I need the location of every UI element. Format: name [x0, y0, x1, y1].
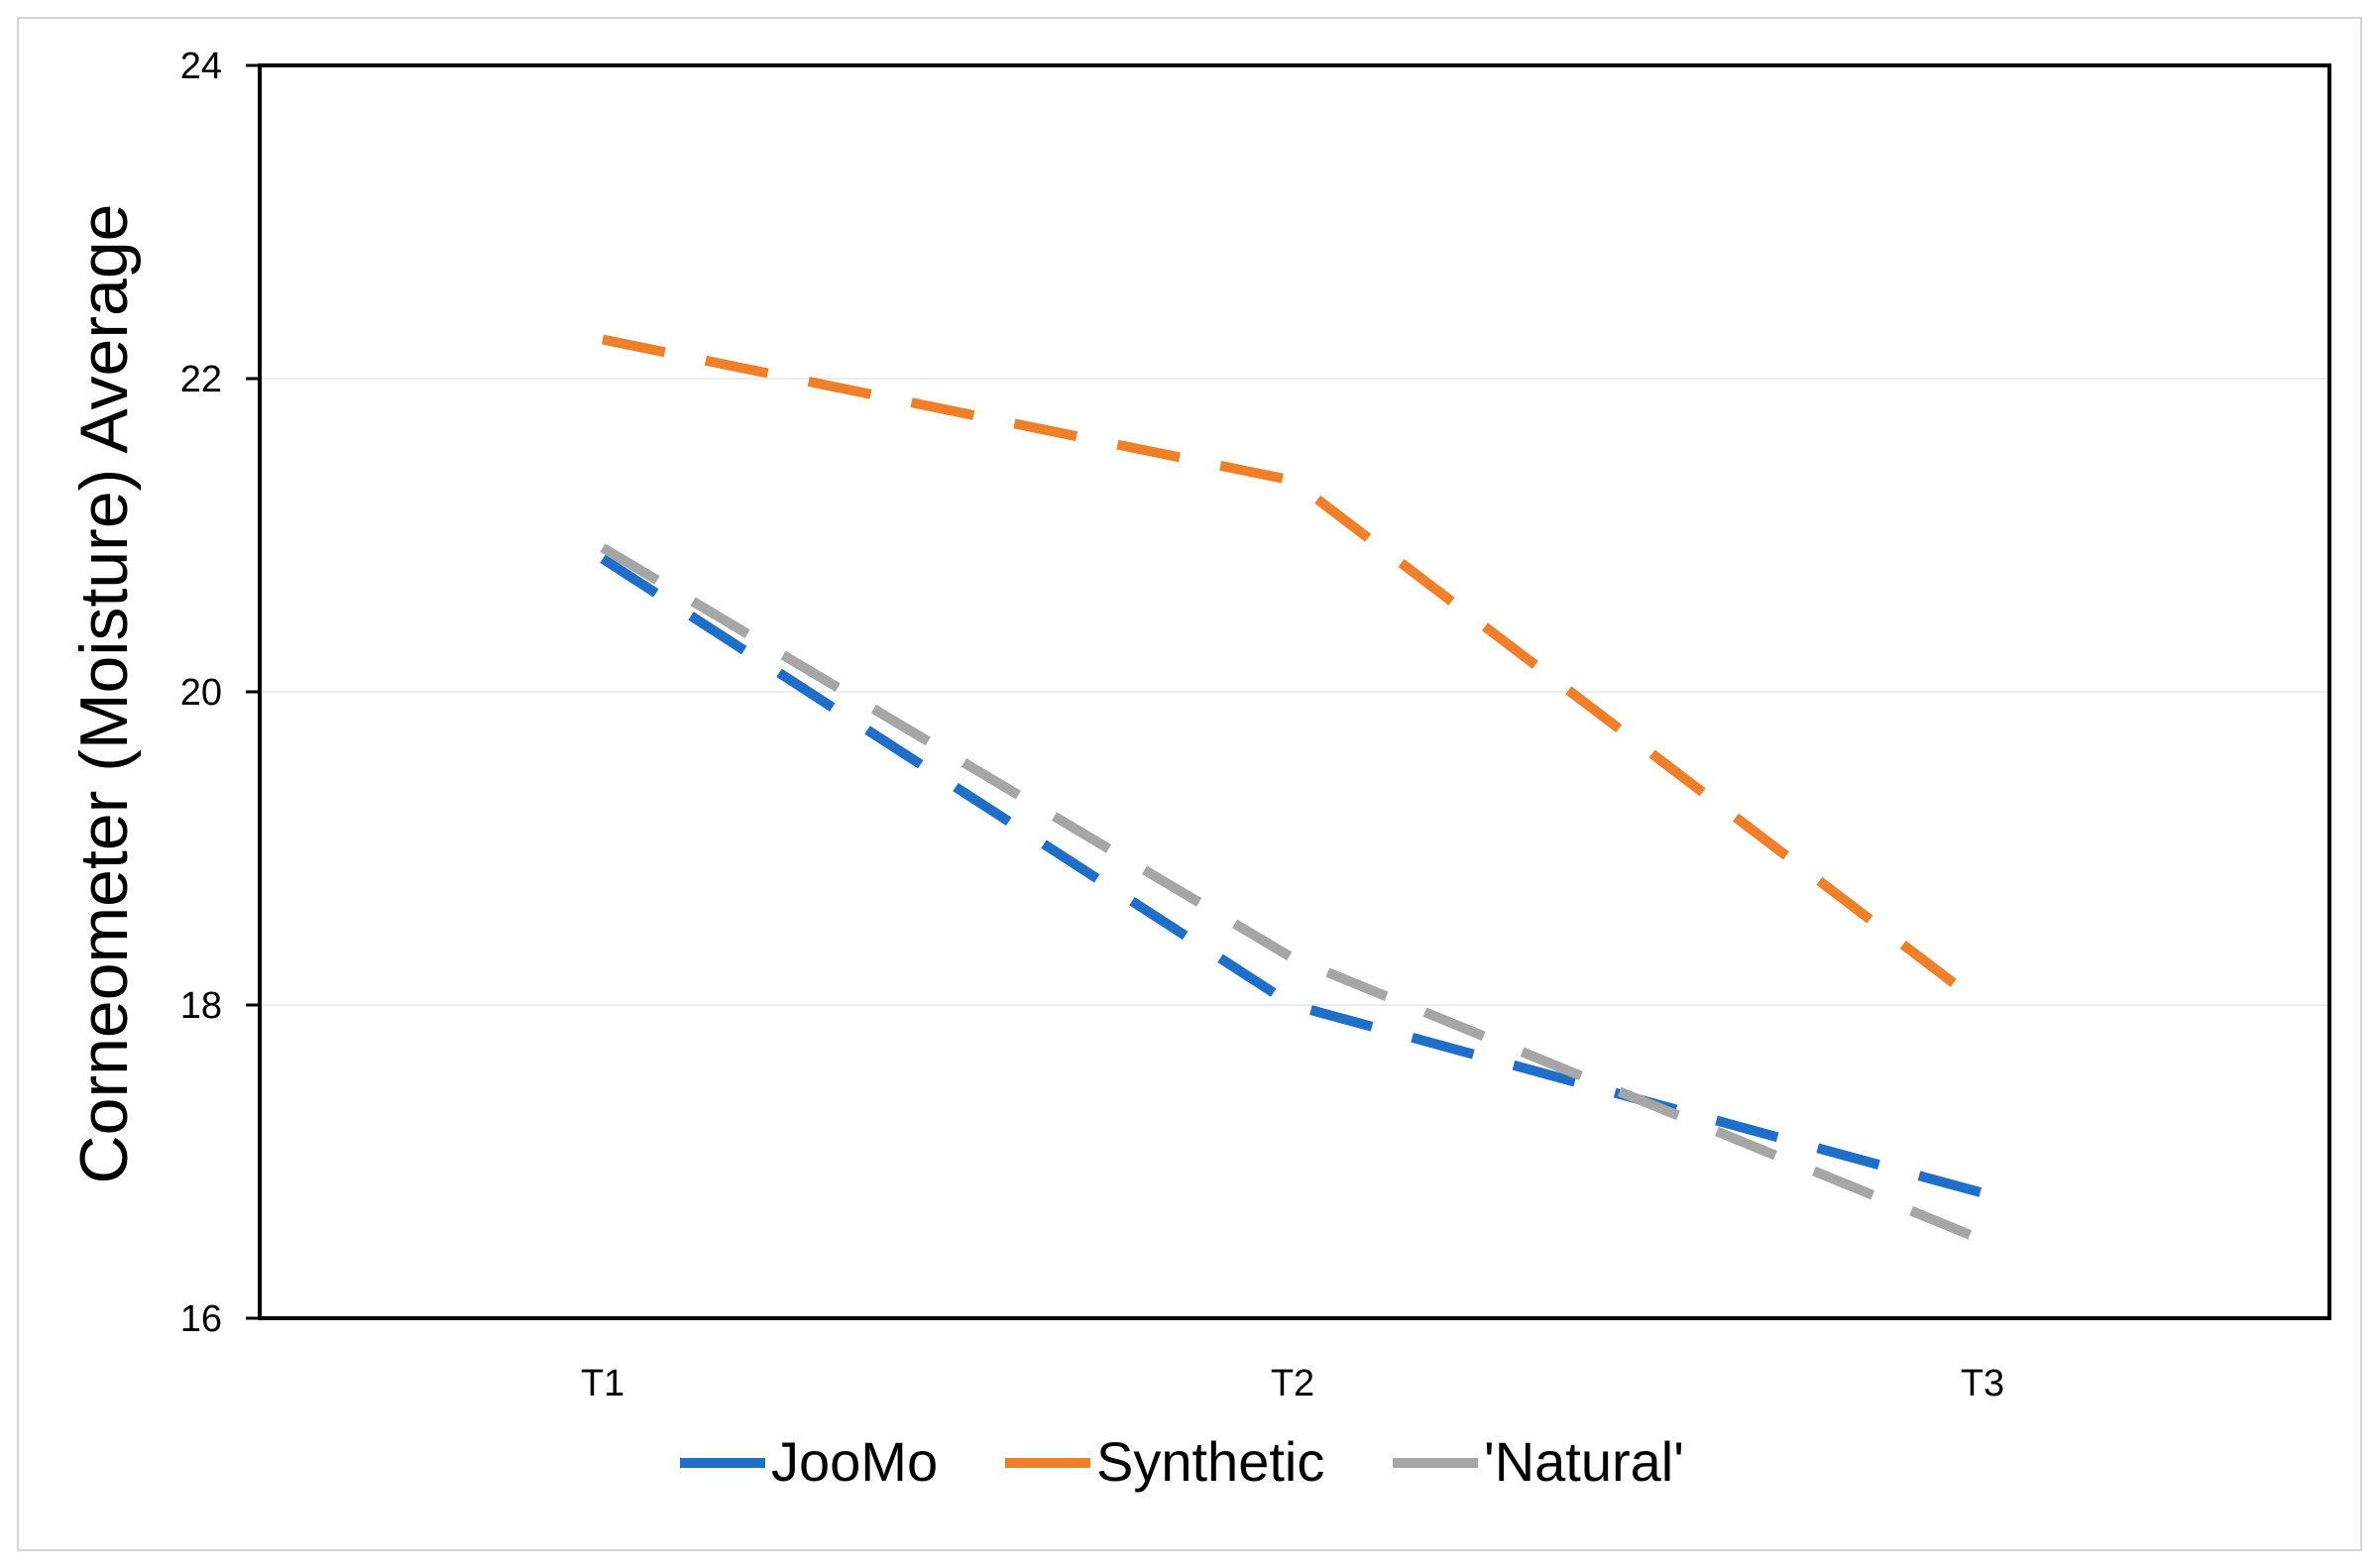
- legend-label-synthetic: Synthetic: [1096, 1430, 1324, 1493]
- series-line-natural: [600, 543, 1984, 1245]
- y-axis-label: Corneometer (Moisture) Average: [66, 204, 142, 1184]
- x-axis-ticks: T1 T2 T3: [581, 1363, 2004, 1404]
- legend: JooMo Synthetic 'Natural': [680, 1430, 1684, 1493]
- y-tick-label: 22: [180, 359, 222, 400]
- legend-label-natural: 'Natural': [1484, 1430, 1684, 1493]
- x-tick-label: T2: [1271, 1363, 1314, 1404]
- figure-border: [17, 17, 2362, 1551]
- y-tick-label: 18: [180, 985, 222, 1027]
- y-tick-label: 20: [180, 672, 222, 714]
- x-tick-label: T3: [1961, 1363, 2004, 1404]
- y-tick-label: 24: [180, 46, 222, 87]
- series-line-synthetic: [601, 334, 1986, 1009]
- gridlines: [260, 378, 2329, 1006]
- legend-label-joomo: JooMo: [771, 1430, 938, 1493]
- y-axis-ticks: 16 18 20 22 24: [180, 46, 260, 1340]
- x-tick-label: T1: [581, 1363, 624, 1404]
- series-lines: [600, 334, 1986, 1245]
- series-line-joomo: [600, 554, 1984, 1198]
- y-tick-label: 16: [180, 1298, 222, 1340]
